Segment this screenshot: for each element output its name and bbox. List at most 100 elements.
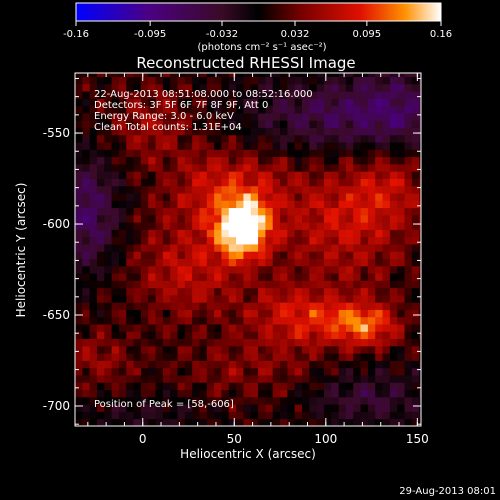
heatmap-cell (302, 316, 310, 325)
heatmap-cell (411, 193, 420, 201)
heatmap-cell (258, 178, 266, 187)
heatmap-cell (389, 229, 398, 238)
heatmap-cell (323, 142, 332, 150)
heatmap-cell (419, 316, 422, 325)
heatmap-cell (228, 258, 237, 267)
heatmap-cell (228, 316, 237, 325)
heatmap-cell (397, 353, 405, 361)
heatmap-cell (419, 389, 422, 398)
heatmap-cell (118, 178, 127, 187)
heatmap-cell (316, 120, 325, 128)
heatmap-cell (389, 258, 398, 267)
heatmap-cell (323, 331, 332, 340)
heatmap-cell (389, 244, 398, 252)
colorbar-unit-label: (photons cm⁻² s⁻¹ asec⁻²) (197, 42, 326, 53)
heatmap-cell (177, 73, 186, 78)
heatmap-cell (250, 98, 259, 107)
heatmap-cell (353, 214, 361, 223)
heatmap-cell (250, 105, 259, 114)
heatmap-cell (148, 345, 156, 354)
heatmap-cell (287, 134, 296, 143)
heatmap-cell (287, 236, 296, 245)
heatmap-cell (367, 105, 376, 114)
heatmap-cell (309, 83, 318, 92)
heatmap-cell (96, 171, 105, 179)
heatmap-cell (133, 149, 142, 158)
heatmap-cell (96, 309, 105, 318)
heatmap-cell (82, 207, 91, 216)
heatmap-cell (75, 76, 83, 85)
heatmap-cell (280, 98, 288, 107)
heatmap-cell (192, 207, 200, 216)
heatmap-cell (404, 382, 413, 391)
heatmap-cell (360, 156, 369, 165)
heatmap-cell (323, 83, 332, 92)
heatmap-cell (397, 120, 405, 128)
heatmap-cell (397, 156, 405, 165)
heatmap-cell (148, 367, 156, 376)
heatmap-cell (323, 418, 332, 427)
heatmap-cell (302, 178, 310, 187)
heatmap-cell (265, 149, 274, 158)
heatmap-cell (338, 338, 347, 347)
heatmap-cell (221, 396, 230, 405)
heatmap-cell (214, 163, 222, 172)
heatmap-cell (221, 156, 230, 165)
heatmap-cell (155, 127, 164, 136)
heatmap-cell (140, 236, 149, 245)
heatmap-cell (404, 404, 413, 412)
heatmap-cell (118, 389, 127, 398)
heatmap-cell (338, 149, 347, 158)
heatmap-cell (170, 316, 178, 325)
heatmap-cell (177, 163, 186, 172)
heatmap-cell (192, 193, 200, 201)
heatmap-cell (96, 142, 105, 150)
heatmap-cell (367, 163, 376, 172)
heatmap-cell (82, 171, 91, 179)
heatmap-cell (389, 236, 398, 245)
heatmap-cell (353, 178, 361, 187)
heatmap-cell (236, 418, 244, 427)
heatmap-cell (140, 265, 149, 274)
heatmap-cell (338, 331, 347, 340)
heatmap-cell (184, 76, 193, 85)
heatmap-cell (192, 156, 200, 165)
heatmap-cell (353, 287, 361, 296)
heatmap-cell (148, 76, 156, 85)
heatmap-cell (389, 207, 398, 216)
heatmap-cell (360, 382, 369, 391)
heatmap-cell (287, 411, 296, 420)
heatmap-cell (236, 360, 244, 369)
heatmap-cell (323, 353, 332, 361)
heatmap-cell (345, 353, 354, 361)
heatmap-cell (82, 331, 91, 340)
heatmap-cell (214, 229, 222, 238)
heatmap-cell (148, 113, 156, 121)
heatmap-cell (272, 353, 281, 361)
heatmap-cell (419, 105, 422, 114)
heatmap-cell (294, 236, 303, 245)
heatmap-cell (272, 302, 281, 310)
heatmap-cell (192, 411, 200, 420)
heatmap-cell (192, 76, 200, 85)
heatmap-cell (316, 287, 325, 296)
heatmap-cell (148, 185, 156, 194)
heatmap-cell (272, 76, 281, 85)
heatmap-cell (411, 200, 420, 209)
heatmap-cell (155, 244, 164, 252)
heatmap-cell (126, 149, 134, 158)
heatmap-cell (309, 120, 318, 128)
heatmap-cell (353, 418, 361, 427)
heatmap-cell (411, 396, 420, 405)
heatmap-cell (309, 185, 318, 194)
heatmap-cell (389, 360, 398, 369)
heatmap-cell (184, 113, 193, 121)
heatmap-cell (236, 396, 244, 405)
heatmap-cell (170, 338, 178, 347)
heatmap-cell (133, 258, 142, 267)
heatmap-cell (294, 382, 303, 391)
heatmap-cell (206, 83, 215, 92)
heatmap-cell (375, 309, 383, 318)
heatmap-cell (82, 389, 91, 398)
heatmap-cell (382, 120, 391, 128)
